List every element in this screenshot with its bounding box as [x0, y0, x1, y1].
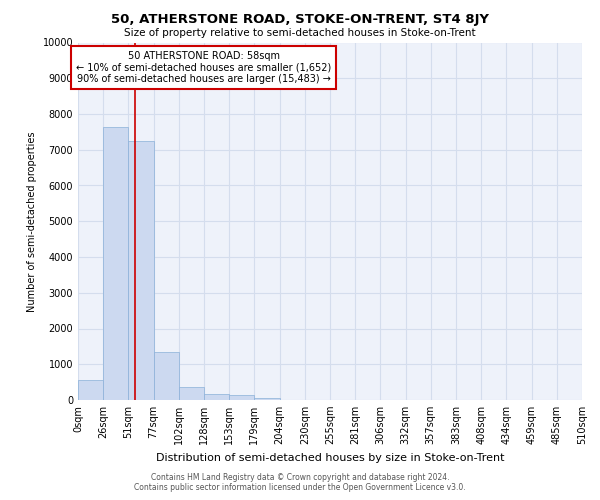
- Bar: [103, 126, 128, 400]
- Bar: [254, 398, 280, 400]
- Text: 50 ATHERSTONE ROAD: 58sqm
← 10% of semi-detached houses are smaller (1,652)
90% : 50 ATHERSTONE ROAD: 58sqm ← 10% of semi-…: [76, 51, 331, 84]
- Y-axis label: Number of semi-detached properties: Number of semi-detached properties: [27, 131, 37, 312]
- Bar: [229, 396, 254, 400]
- Bar: [78, 380, 103, 400]
- Text: 50, ATHERSTONE ROAD, STOKE-ON-TRENT, ST4 8JY: 50, ATHERSTONE ROAD, STOKE-ON-TRENT, ST4…: [111, 12, 489, 26]
- X-axis label: Distribution of semi-detached houses by size in Stoke-on-Trent: Distribution of semi-detached houses by …: [156, 452, 504, 462]
- Text: Size of property relative to semi-detached houses in Stoke-on-Trent: Size of property relative to semi-detach…: [124, 28, 476, 38]
- Bar: [154, 352, 179, 400]
- Text: Contains HM Land Registry data © Crown copyright and database right 2024.
Contai: Contains HM Land Registry data © Crown c…: [134, 473, 466, 492]
- Bar: [204, 394, 229, 400]
- Bar: [179, 388, 204, 400]
- Bar: [128, 141, 154, 400]
